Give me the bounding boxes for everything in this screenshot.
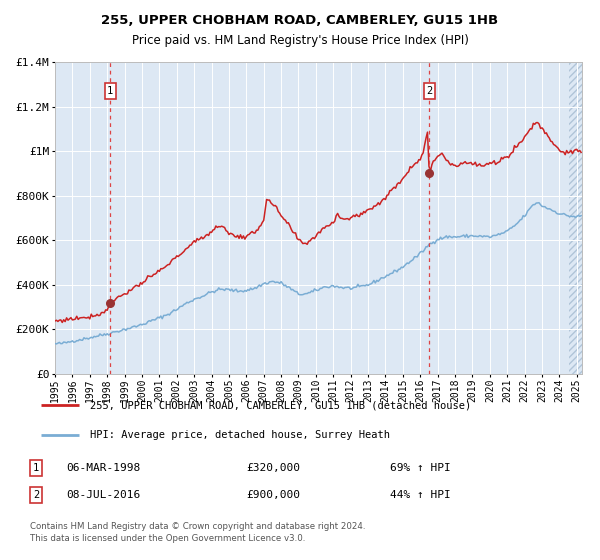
Text: 255, UPPER CHOBHAM ROAD, CAMBERLEY, GU15 1HB (detached house): 255, UPPER CHOBHAM ROAD, CAMBERLEY, GU15… bbox=[90, 400, 471, 410]
Text: 08-JUL-2016: 08-JUL-2016 bbox=[66, 490, 140, 500]
Text: 255, UPPER CHOBHAM ROAD, CAMBERLEY, GU15 1HB: 255, UPPER CHOBHAM ROAD, CAMBERLEY, GU15… bbox=[101, 14, 499, 27]
Text: Contains HM Land Registry data © Crown copyright and database right 2024.: Contains HM Land Registry data © Crown c… bbox=[30, 522, 365, 531]
Text: Price paid vs. HM Land Registry's House Price Index (HPI): Price paid vs. HM Land Registry's House … bbox=[131, 34, 469, 47]
Text: £900,000: £900,000 bbox=[246, 490, 300, 500]
Text: 2: 2 bbox=[33, 490, 39, 500]
Text: 44% ↑ HPI: 44% ↑ HPI bbox=[390, 490, 451, 500]
Bar bbox=[569, 62, 590, 374]
Text: HPI: Average price, detached house, Surrey Heath: HPI: Average price, detached house, Surr… bbox=[90, 430, 390, 440]
Text: This data is licensed under the Open Government Licence v3.0.: This data is licensed under the Open Gov… bbox=[30, 534, 305, 543]
Text: 2: 2 bbox=[426, 86, 433, 96]
Text: 06-MAR-1998: 06-MAR-1998 bbox=[66, 463, 140, 473]
Text: 69% ↑ HPI: 69% ↑ HPI bbox=[390, 463, 451, 473]
Text: £320,000: £320,000 bbox=[246, 463, 300, 473]
Text: 1: 1 bbox=[107, 86, 113, 96]
Bar bbox=[569, 62, 590, 374]
Text: 1: 1 bbox=[33, 463, 39, 473]
